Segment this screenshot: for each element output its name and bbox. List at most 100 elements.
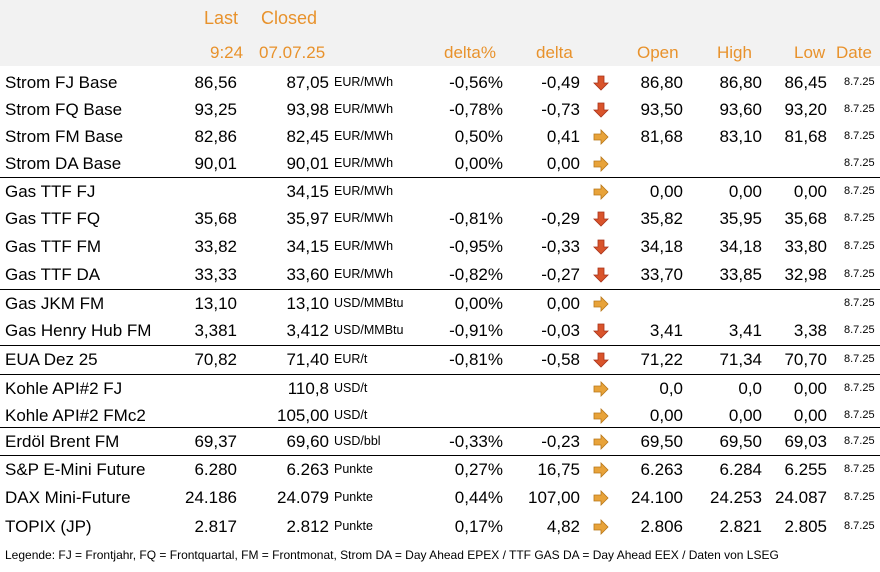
row-low: 0,00 [793, 406, 827, 425]
row-high: 3,41 [728, 321, 762, 340]
row-delta-pct: 0,27% [454, 460, 503, 479]
row-delta-pct: -0,81% [449, 350, 503, 369]
row-unit: USD/MMBtu [334, 323, 404, 337]
row-high: 0,00 [728, 182, 762, 201]
row-unit: Punkte [334, 490, 373, 504]
row-open: 86,80 [640, 73, 683, 92]
row-date: 8.7.25 [844, 268, 875, 280]
table-row: EUA Dez 25 70,82 71,40 EUR/t -0,81% -0,58 71,2… [0, 345, 880, 373]
row-open: 81,68 [640, 127, 683, 146]
row-closed: 3,412 [286, 321, 329, 340]
row-last: 13,10 [194, 294, 237, 313]
row-closed: 93,98 [286, 100, 329, 119]
row-unit: USD/t [334, 381, 368, 395]
row-last: 35,68 [194, 209, 237, 228]
arrow-down-icon [593, 75, 609, 91]
row-delta: -0,23 [541, 432, 580, 451]
row-closed: 110,8 [287, 379, 329, 398]
row-high: 83,10 [719, 127, 762, 146]
legend-text: Legende: FJ = Frontjahr, FQ = Frontquart… [5, 548, 779, 562]
row-unit: EUR/MWh [334, 267, 394, 281]
row-low: 0,00 [793, 379, 827, 398]
row-delta-pct: 0,00% [454, 294, 503, 313]
row-low: 24.087 [775, 488, 827, 507]
row-high: 93,60 [719, 100, 762, 119]
table-row: Strom FQ Base 93,25 93,98 EUR/MWh -0,78% -0,7… [0, 96, 880, 123]
row-high: 0,0 [738, 379, 762, 398]
row-date: 8.7.25 [844, 76, 875, 88]
row-name: Kohle API#2 FJ [5, 379, 123, 398]
delta-pct-header: delta% [444, 43, 496, 62]
row-closed: 90,01 [286, 154, 329, 173]
table-row: Strom FM Base 82,86 82,45 EUR/MWh 0,50% 0,41 8… [0, 123, 880, 150]
row-unit: USD/t [334, 408, 368, 422]
table-row: DAX Mini-Future 24.186 24.079 Punkte 0,44% 10… [0, 484, 880, 511]
row-unit: EUR/MWh [334, 156, 394, 170]
row-low: 6.255 [784, 460, 827, 479]
row-delta: -0,33 [541, 237, 580, 256]
row-name: Gas TTF FJ [5, 182, 96, 201]
row-last: 93,25 [194, 100, 237, 119]
high-header: High [717, 43, 752, 62]
row-name: EUA Dez 25 [5, 350, 98, 369]
row-name: Strom FJ Base [5, 73, 118, 92]
row-delta-pct: -0,56% [449, 73, 503, 92]
row-unit: EUR/MWh [334, 239, 394, 253]
row-high: 33,85 [719, 265, 762, 284]
row-low: 32,98 [784, 265, 827, 284]
row-closed: 2.812 [286, 517, 329, 536]
last-header: Last [204, 8, 239, 28]
arrow-right-icon [593, 381, 609, 397]
row-delta-pct: -0,91% [449, 321, 503, 340]
table-row: TOPIX (JP) 2.817 2.812 Punkte 0,17% 4,82 2.806… [0, 513, 880, 540]
row-date: 8.7.25 [844, 463, 875, 475]
row-delta: 16,75 [537, 460, 580, 479]
row-low: 86,45 [784, 73, 827, 92]
row-name: Gas JKM FM [5, 294, 105, 313]
row-open: 0,0 [659, 379, 683, 398]
row-high: 2.821 [719, 517, 762, 536]
last-time: 9:24 [210, 43, 244, 62]
row-name: Strom DA Base [5, 154, 122, 173]
row-delta [490, 375, 580, 402]
row-low: 0,00 [793, 182, 827, 201]
table-row: Gas JKM FM 13,10 13,10 USD/MMBtu 0,00% 0,00 8.… [0, 289, 880, 317]
row-last: 82,86 [194, 127, 237, 146]
table-row: Gas TTF FQ 35,68 35,97 EUR/MWh -0,81% -0,29 35… [0, 205, 880, 232]
row-low: 33,80 [784, 237, 827, 256]
row-delta-pct: -0,82% [449, 265, 503, 284]
row-date: 8.7.25 [844, 491, 875, 503]
row-name: Gas TTF FM [5, 237, 102, 256]
row-closed: 35,97 [286, 209, 329, 228]
row-delta: 4,82 [546, 517, 580, 536]
row-low: 69,03 [784, 432, 827, 451]
row-name: Strom FQ Base [5, 100, 123, 119]
row-unit: Punkte [334, 519, 373, 533]
row-low: 3,38 [793, 321, 827, 340]
row-closed: 34,15 [286, 182, 329, 201]
row-open: 34,18 [640, 237, 683, 256]
row-delta: -0,27 [541, 265, 580, 284]
row-low: 2.805 [784, 517, 827, 536]
row-last: 69,37 [194, 432, 237, 451]
row-last: 33,33 [194, 265, 237, 284]
arrow-right-icon [593, 462, 609, 478]
row-unit: USD/bbl [334, 434, 381, 448]
row-unit: EUR/t [334, 352, 368, 366]
row-high: 6.284 [719, 460, 762, 479]
row-delta: 107,00 [528, 488, 580, 507]
row-closed: 34,15 [286, 237, 329, 256]
row-closed: 105,00 [277, 406, 329, 425]
row-name: Gas TTF DA [5, 265, 101, 284]
arrow-down-icon [593, 102, 609, 118]
row-delta: -0,58 [541, 350, 580, 369]
table-row: Kohle API#2 FMc2 105,00 USD/t 0,00 0,00 0,00 8… [0, 402, 880, 429]
row-delta: 0,00 [546, 294, 580, 313]
row-open: 71,22 [640, 350, 683, 369]
closed-date: 07.07.25 [259, 43, 326, 62]
row-delta [490, 402, 580, 429]
row-delta: -0,29 [541, 209, 580, 228]
row-last: 33,82 [194, 237, 237, 256]
table-row: Gas TTF FJ 34,15 EUR/MWh 0,00 0,00 0,00 8.7.25 [0, 177, 880, 205]
row-closed: 13,10 [286, 294, 329, 313]
